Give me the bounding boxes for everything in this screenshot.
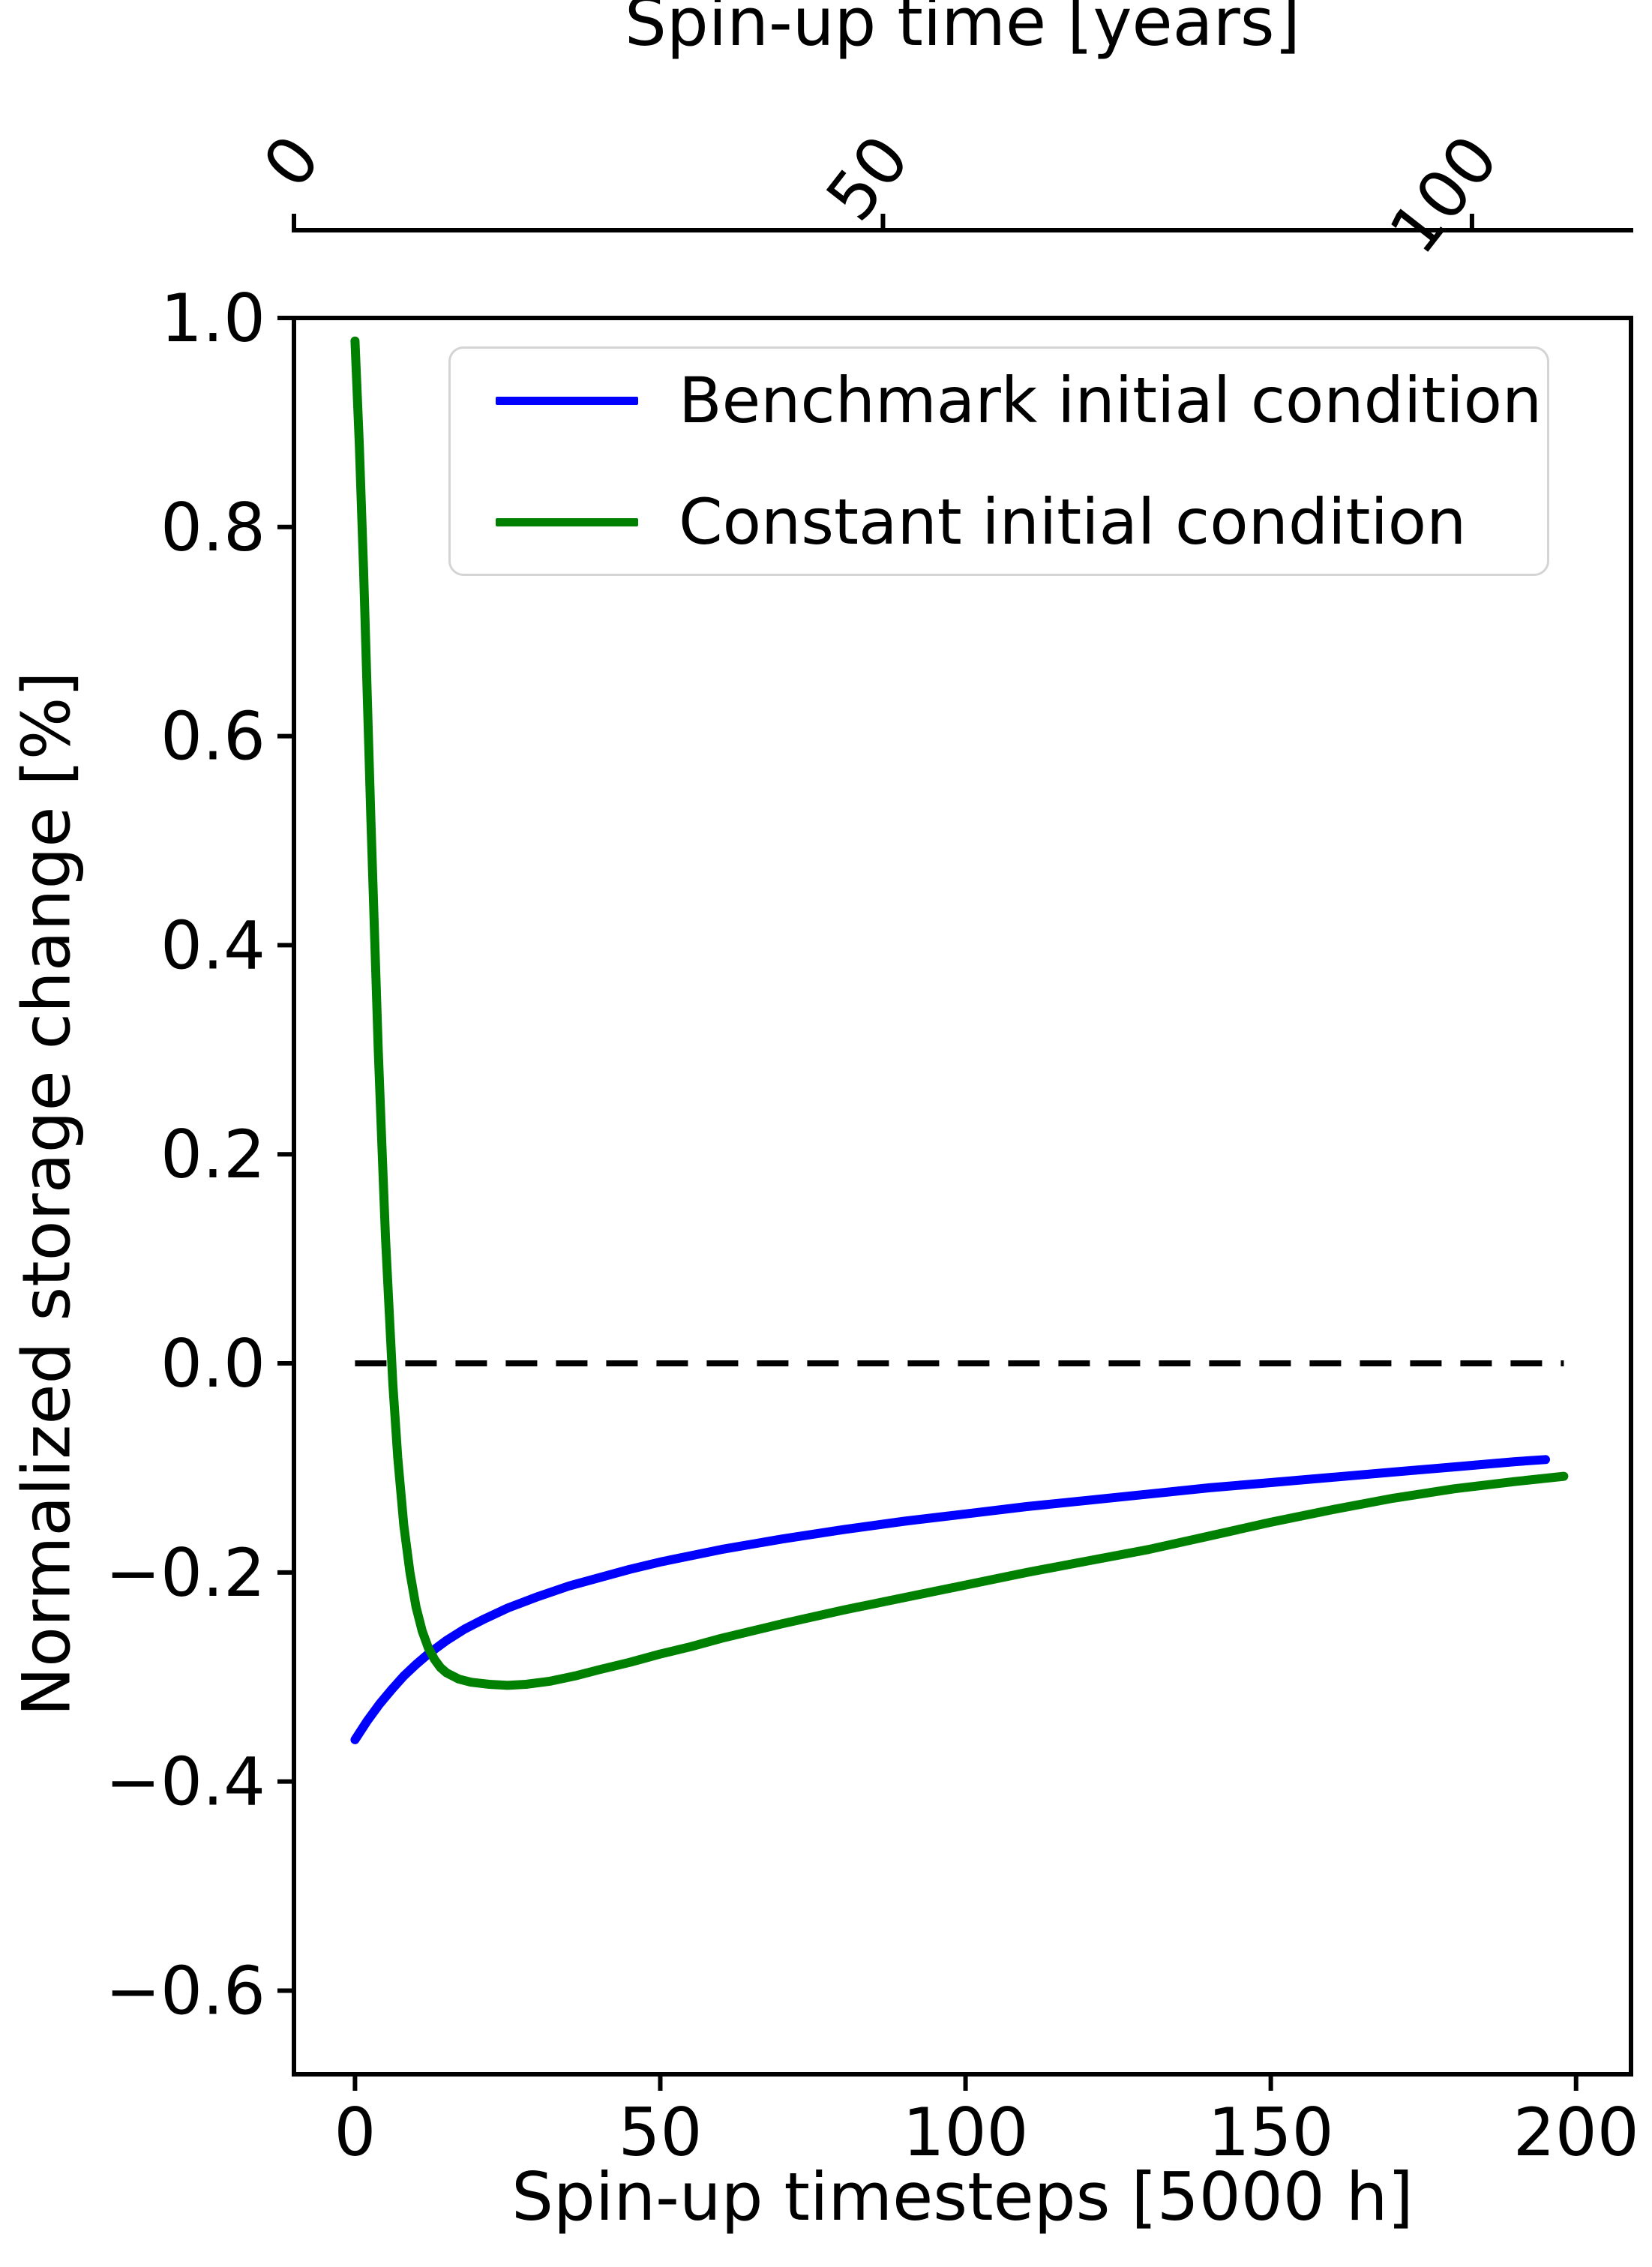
- y-tick-label: 0.8: [160, 489, 265, 566]
- series-line-constant: [350, 336, 1569, 1690]
- top-tick-label: 0: [248, 121, 335, 202]
- y-tick-label: −0.6: [105, 1952, 265, 2029]
- legend-line-swatch-benchmark: [496, 396, 638, 405]
- y-tick-label: 0.0: [160, 1325, 265, 1402]
- legend: Benchmark initial condition Constant ini…: [448, 346, 1549, 576]
- y-axis-label: Normalized storage change [%]: [7, 671, 85, 1717]
- legend-item: Constant initial condition: [496, 480, 1547, 564]
- y-tick-label: −0.4: [105, 1744, 265, 1821]
- top-tick-label: 100: [1375, 121, 1513, 268]
- top-tick-label: 50: [811, 121, 924, 235]
- top-axis-label: Spin-up time [years]: [625, 0, 1300, 61]
- y-tick-label: 0.2: [160, 1116, 265, 1193]
- plot-border: [292, 316, 1633, 2077]
- y-tick-label: 0.6: [160, 698, 265, 775]
- x-tick-label: 0: [334, 2094, 376, 2171]
- legend-item: Benchmark initial condition: [496, 358, 1547, 442]
- x-tick-label: 50: [619, 2094, 703, 2171]
- legend-label: Constant initial condition: [679, 485, 1467, 559]
- y-tick-label: −0.2: [105, 1534, 265, 1612]
- legend-label: Benchmark initial condition: [679, 364, 1543, 437]
- x-tick-label: 150: [1208, 2094, 1334, 2171]
- x-axis-label: Spin-up timesteps [5000 h]: [511, 2158, 1414, 2236]
- x-tick-label: 100: [903, 2094, 1029, 2171]
- y-tick-label: 1.0: [160, 280, 265, 357]
- series-line-benchmark: [350, 1455, 1550, 1744]
- legend-line-swatch-constant: [496, 517, 638, 526]
- y-tick-label: 0.4: [160, 907, 265, 984]
- x-tick-label: 200: [1513, 2094, 1639, 2171]
